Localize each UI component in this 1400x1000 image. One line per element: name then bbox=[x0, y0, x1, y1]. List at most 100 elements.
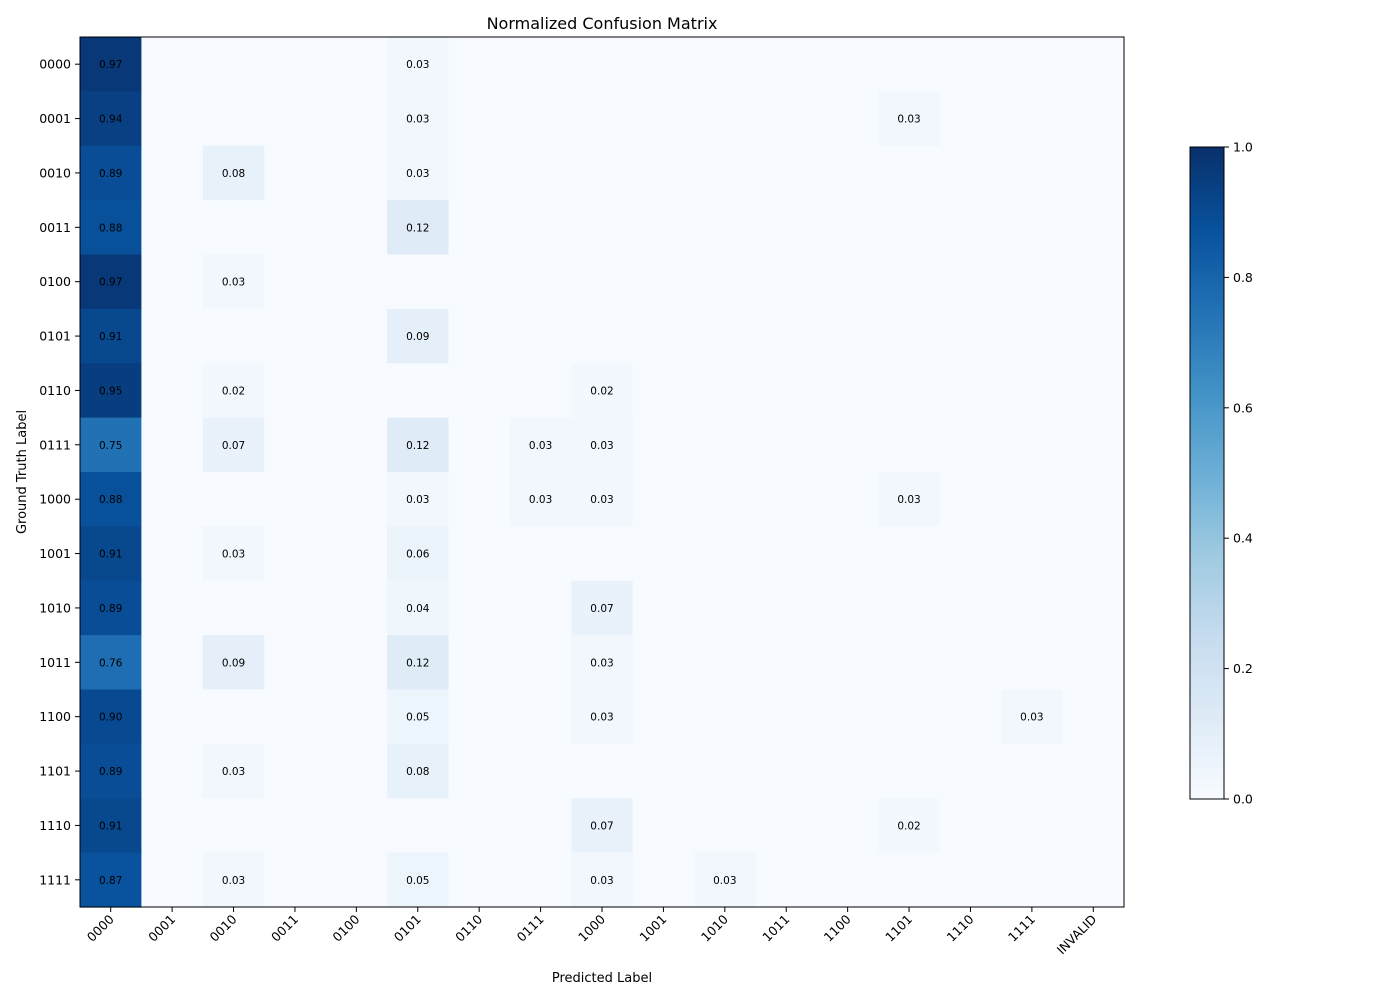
heatmap-cell bbox=[80, 254, 143, 310]
cell-value-label: 0.12 bbox=[406, 440, 429, 452]
heatmap-cell bbox=[509, 526, 572, 582]
y-tick-label: 1011 bbox=[39, 655, 71, 670]
colorbar-tick-label: 0.2 bbox=[1233, 661, 1253, 676]
heatmap-cell bbox=[694, 743, 757, 799]
heatmap-cell bbox=[571, 200, 634, 256]
heatmap-cell bbox=[264, 200, 327, 256]
heatmap-cell bbox=[448, 308, 511, 364]
heatmap-cell bbox=[571, 852, 634, 908]
x-axis-ticks: 0000 0001 0010 0011 0100 0101 0110 0111 1000 1001… bbox=[84, 907, 1099, 957]
chart-title: Normalized Confusion Matrix bbox=[487, 14, 718, 33]
heatmap-cell bbox=[1062, 689, 1125, 745]
heatmap-cell bbox=[1001, 308, 1064, 364]
heatmap-cell bbox=[1062, 417, 1125, 473]
heatmap-cell bbox=[571, 635, 634, 691]
heatmap-cell bbox=[509, 743, 572, 799]
heatmap-cell bbox=[694, 91, 757, 147]
heatmap-cell bbox=[878, 689, 941, 745]
cell-value-label: 0.09 bbox=[222, 657, 245, 669]
cell-value-label: 0.89 bbox=[99, 168, 122, 180]
heatmap-cell bbox=[816, 200, 879, 256]
heatmap-cell bbox=[325, 417, 388, 473]
y-tick-label: 1001 bbox=[39, 546, 71, 561]
cell-value-label: 0.03 bbox=[1020, 712, 1043, 724]
heatmap-cell bbox=[387, 363, 450, 419]
heatmap-cell bbox=[632, 798, 695, 854]
heatmap-cell bbox=[387, 145, 450, 201]
heatmap-cell bbox=[141, 308, 204, 364]
cell-value-label: 0.03 bbox=[406, 168, 429, 180]
colorbar-tick-label: 0.0 bbox=[1233, 792, 1253, 807]
cell-value-label: 0.04 bbox=[406, 603, 430, 615]
heatmap-cell bbox=[202, 798, 265, 854]
heatmap-cell bbox=[878, 91, 941, 147]
heatmap-cell bbox=[264, 798, 327, 854]
y-tick-label: 0111 bbox=[39, 437, 71, 452]
heatmap-cell bbox=[939, 37, 1002, 92]
heatmap-cell bbox=[387, 91, 450, 147]
heatmap-cell bbox=[1001, 689, 1064, 745]
heatmap-cell bbox=[816, 852, 879, 908]
heatmap-cell bbox=[939, 145, 1002, 201]
cell-value-label: 0.03 bbox=[897, 114, 920, 126]
heatmap-cell bbox=[325, 472, 388, 527]
heatmap-cell bbox=[264, 91, 327, 147]
heatmap-cell bbox=[939, 852, 1002, 908]
heatmap-cell bbox=[816, 37, 879, 92]
heatmap-cell bbox=[939, 91, 1002, 147]
heatmap-cell bbox=[755, 743, 818, 799]
heatmap-cell bbox=[755, 635, 818, 691]
heatmap-cell bbox=[632, 363, 695, 419]
heatmap-cell bbox=[878, 635, 941, 691]
heatmap-cell bbox=[448, 363, 511, 419]
heatmap-cell bbox=[448, 254, 511, 310]
x-tick-label: 1110 bbox=[943, 911, 976, 944]
heatmap-cell bbox=[141, 200, 204, 256]
cell-value-label: 0.09 bbox=[406, 331, 429, 343]
heatmap-cell bbox=[755, 580, 818, 636]
heatmap-cell bbox=[387, 308, 450, 364]
heatmap-cell bbox=[387, 743, 450, 799]
heatmap-cell bbox=[694, 363, 757, 419]
heatmap-cell bbox=[141, 145, 204, 201]
heatmap-cell bbox=[694, 635, 757, 691]
y-tick-label: 1100 bbox=[39, 709, 71, 724]
heatmap-cell bbox=[141, 37, 204, 92]
heatmap-cell bbox=[448, 689, 511, 745]
heatmap-cell bbox=[448, 417, 511, 473]
heatmap-cell bbox=[80, 37, 143, 92]
heatmap-cell bbox=[694, 308, 757, 364]
heatmap-cell bbox=[632, 472, 695, 527]
heatmap-cell bbox=[264, 37, 327, 92]
heatmap-cell bbox=[571, 254, 634, 310]
heatmap-cell bbox=[448, 743, 511, 799]
heatmap-cell bbox=[571, 472, 634, 527]
x-tick-label: 0010 bbox=[207, 911, 240, 944]
x-tick-label: 1111 bbox=[1005, 912, 1038, 945]
heatmap-cell bbox=[202, 363, 265, 419]
heatmap-cell bbox=[878, 145, 941, 201]
heatmap-cell bbox=[325, 689, 388, 745]
cell-value-label: 0.12 bbox=[406, 657, 429, 669]
heatmap-cell bbox=[1062, 798, 1125, 854]
y-axis-label: Ground Truth Label bbox=[15, 410, 30, 534]
heatmap-cell-labels: 0.97 0.03 0.94 0.03 0.03 0.89 0.08 0.03 0.88 0.12… bbox=[99, 59, 1044, 887]
heatmap-cell bbox=[1062, 635, 1125, 691]
x-tick-label: 1100 bbox=[821, 911, 854, 944]
heatmap-cell bbox=[325, 798, 388, 854]
heatmap-cell bbox=[694, 254, 757, 310]
heatmap-cell bbox=[1062, 743, 1125, 799]
heatmap-cell bbox=[80, 363, 143, 419]
heatmap-cell bbox=[509, 417, 572, 473]
cell-value-label: 0.03 bbox=[222, 875, 245, 887]
heatmap-cell bbox=[1001, 580, 1064, 636]
heatmap-cell bbox=[755, 417, 818, 473]
heatmap-cell bbox=[755, 852, 818, 908]
cell-value-label: 0.76 bbox=[99, 657, 123, 669]
heatmap-cell bbox=[202, 308, 265, 364]
y-tick-label: 1110 bbox=[39, 818, 71, 833]
heatmap-cell bbox=[1062, 363, 1125, 419]
colorbar-tick-label: 0.8 bbox=[1233, 270, 1253, 285]
y-tick-label: 1101 bbox=[39, 764, 71, 779]
y-tick-label: 0101 bbox=[39, 329, 71, 344]
